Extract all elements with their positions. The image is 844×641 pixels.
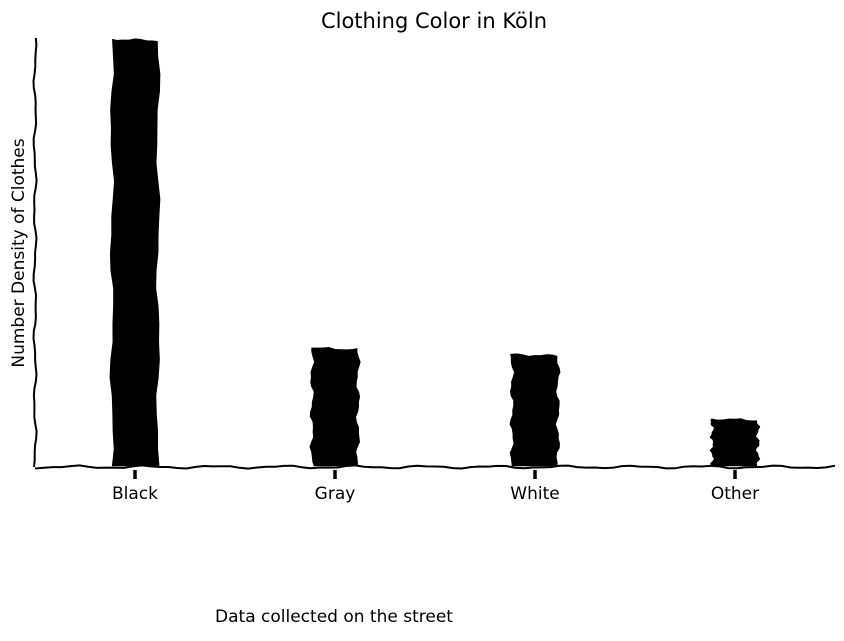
x-tick-label-gray: Gray	[315, 484, 356, 504]
y-axis-line	[32, 37, 38, 468]
x-tick-label-black: Black	[112, 484, 158, 504]
bar-white	[508, 351, 562, 468]
x-axis-line	[34, 464, 836, 470]
x-tick-label-white: White	[510, 484, 559, 504]
y-axis-label: Number Density of Clothes	[9, 138, 29, 367]
bar-black	[108, 36, 162, 468]
footer-caption: Data collected on the street	[215, 607, 453, 627]
bar-other	[707, 416, 762, 468]
bar-gray	[307, 345, 363, 468]
x-tick-label-other: Other	[711, 484, 759, 504]
plot-area: Black Gray White Other	[32, 36, 836, 504]
chart-title: Clothing Color in Köln	[321, 9, 547, 33]
